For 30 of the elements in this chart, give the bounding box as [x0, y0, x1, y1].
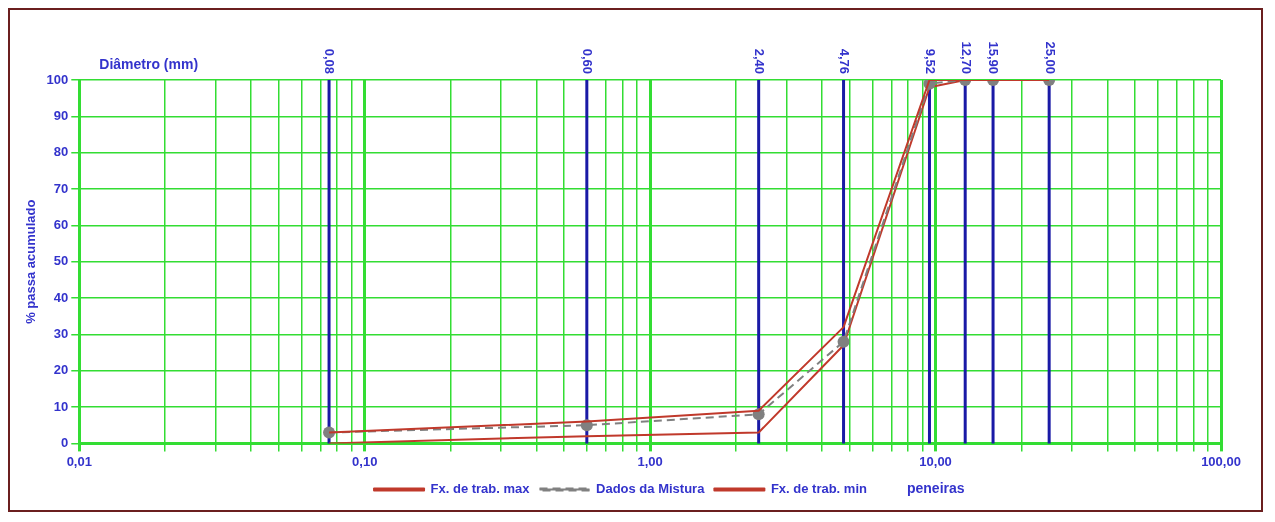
y-tick-label: 60 — [53, 216, 69, 232]
y-tick-label: 90 — [53, 107, 69, 123]
ref-line-label: 25,00 — [1042, 41, 1058, 74]
x-tick-label: 100,00 — [1201, 453, 1241, 469]
x-tick-label: 10,00 — [919, 453, 952, 469]
y-tick-label: 30 — [53, 325, 69, 341]
ref-line-label: 0,08 — [322, 48, 338, 74]
x-axis-title: Diâmetro (mm) — [99, 55, 199, 72]
ref-line-label: 15,90 — [986, 41, 1002, 74]
y-tick-label: 20 — [53, 362, 69, 378]
ref-line-label: 9,52 — [922, 48, 938, 74]
ref-line-label: 0,60 — [580, 48, 596, 74]
y-tick-label: 80 — [53, 144, 69, 160]
y-tick-label: 40 — [53, 289, 69, 305]
x-tick-label: 0,01 — [66, 453, 92, 469]
y-axis-title: % passa acumulado — [23, 199, 39, 324]
x-tick-label: 1,00 — [637, 453, 663, 469]
y-tick-label: 50 — [53, 253, 69, 269]
y-tick-label: 70 — [53, 180, 69, 196]
ref-line-label: 4,76 — [836, 48, 852, 74]
legend-label: Fx. de trab. min — [770, 481, 868, 497]
y-tick-label: 10 — [53, 398, 69, 414]
legend-label: Dados da Mistura — [596, 481, 706, 497]
legend-label: Fx. de trab. max — [430, 481, 531, 497]
text: peneiras — [906, 480, 965, 497]
ref-line-label: 2,40 — [752, 48, 768, 74]
y-tick-label: 100 — [46, 71, 69, 87]
x-tick-label: 0,10 — [352, 453, 378, 469]
y-tick-label: 0 — [61, 434, 69, 450]
ref-line-label: 12,70 — [958, 41, 974, 74]
